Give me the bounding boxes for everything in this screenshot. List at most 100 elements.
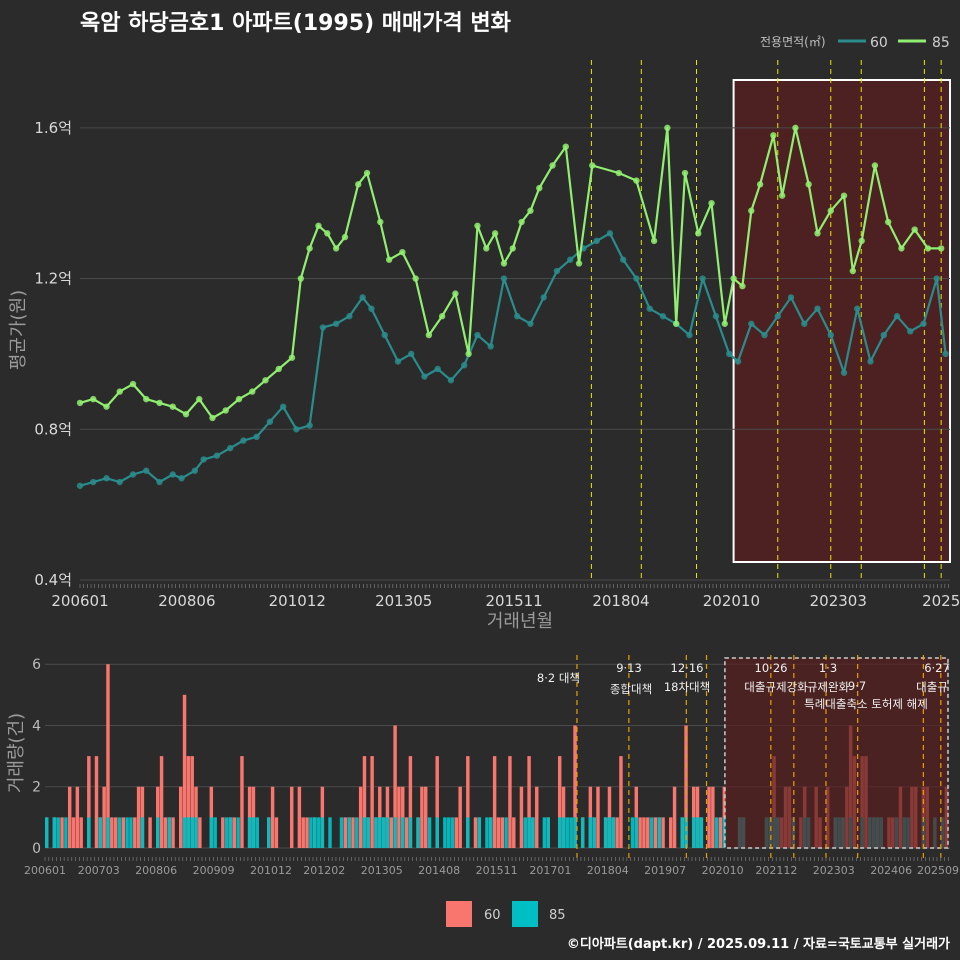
data-point-60 (646, 305, 653, 312)
data-point-85 (849, 267, 857, 275)
bar-85 (695, 817, 700, 848)
bar-60 (297, 786, 302, 848)
bar-85 (427, 817, 432, 848)
bar-85 (186, 817, 191, 848)
data-point-85 (315, 222, 322, 229)
bar-85 (569, 817, 573, 848)
x-tick-label: 200806 (135, 864, 177, 877)
data-point-85 (297, 275, 305, 282)
data-point-85 (143, 395, 150, 403)
bar-60 (646, 817, 650, 848)
data-point-85 (739, 282, 746, 290)
bar-85 (546, 817, 550, 848)
bar-85 (603, 817, 608, 848)
x-tick-label: 201804 (587, 864, 629, 877)
bar-85 (190, 817, 194, 848)
data-point-85 (474, 222, 481, 229)
bar-60 (270, 786, 275, 848)
data-point-85 (103, 403, 110, 410)
bar-60 (178, 786, 183, 848)
bar-85 (630, 817, 635, 848)
data-point-60 (306, 422, 313, 429)
bar-85 (684, 817, 688, 848)
bar-60 (121, 817, 126, 848)
bar-60 (466, 756, 470, 848)
bar-85 (64, 817, 68, 848)
bar-60 (67, 786, 72, 848)
data-point-60 (619, 256, 627, 263)
data-point-60 (200, 456, 207, 463)
data-point-85 (156, 399, 163, 407)
bar-60 (182, 694, 187, 848)
bar-85 (542, 817, 547, 848)
bar-60 (519, 786, 524, 848)
y-axis-label: 평균가(원) (8, 290, 29, 370)
bar-60 (458, 786, 462, 848)
data-point-60 (840, 369, 848, 376)
data-point-60 (567, 256, 574, 263)
legend-title: 전용면적(㎡) (760, 35, 826, 49)
data-point-85 (681, 169, 689, 177)
data-point-85 (438, 313, 446, 320)
y-tick-label: 1.6억 (34, 119, 72, 137)
bar-60 (240, 756, 244, 848)
data-point-85 (509, 245, 516, 252)
bar-85 (408, 817, 413, 848)
bar-85 (140, 817, 145, 848)
bar-60 (669, 817, 673, 848)
bar-60 (557, 756, 562, 848)
bar-85 (182, 817, 187, 848)
data-point-85 (222, 407, 229, 414)
x-tick-label: 200806 (158, 592, 215, 610)
bar-60 (94, 756, 99, 848)
bar-85 (580, 817, 585, 848)
data-point-60 (178, 475, 185, 482)
x-tick-label: 202303 (813, 864, 855, 877)
bar-85 (251, 817, 256, 848)
bar-60 (79, 817, 83, 848)
data-point-60 (774, 313, 781, 320)
data-point-60 (487, 343, 494, 350)
y-tick-label: 1.2억 (34, 270, 72, 288)
bar-60 (672, 786, 677, 848)
bar-85 (607, 817, 612, 848)
bar-60 (358, 786, 363, 848)
data-point-60 (421, 373, 428, 380)
bar-85 (236, 817, 240, 848)
data-point-60 (474, 331, 481, 339)
volume-chart: 0 2 4 6 8·2 대책 9·13 종합대책 12·16 18차대책 10·26 대출규제강화 1… (24, 655, 959, 877)
bar-60 (370, 756, 374, 848)
data-point-85 (721, 320, 728, 327)
bar-85 (401, 817, 405, 848)
bar-85 (634, 817, 638, 848)
annotation-text: 종합대책 (610, 682, 652, 696)
x-tick-label: 202509 (917, 864, 959, 877)
bar-60 (638, 817, 642, 848)
data-point-60 (293, 426, 300, 433)
bar-60 (642, 817, 646, 848)
data-point-60 (332, 320, 340, 327)
data-point-85 (306, 245, 313, 252)
bar-60 (290, 786, 294, 848)
bar-60 (500, 817, 505, 848)
bar-85 (374, 817, 378, 848)
legend-label-85: 85 (932, 35, 950, 51)
bar-85 (611, 817, 616, 848)
data-point-60 (659, 313, 667, 320)
data-point-60 (76, 482, 84, 489)
y-tick-label: 4 (32, 718, 41, 734)
x-tick-label: 202406 (870, 864, 912, 877)
x-tick-label: 200703 (78, 864, 120, 877)
data-point-85 (76, 399, 84, 407)
data-point-60 (213, 452, 221, 459)
bar-60 (573, 725, 577, 848)
data-point-85 (695, 230, 702, 237)
annotation-text: 특례대출축소 토허제 해제 (804, 697, 928, 711)
data-point-85 (871, 162, 879, 169)
data-point-85 (827, 207, 834, 214)
data-point-85 (730, 275, 737, 282)
bar-85 (309, 817, 313, 848)
bar-85 (267, 817, 271, 848)
data-point-85 (341, 233, 349, 241)
bar-60 (535, 786, 539, 848)
